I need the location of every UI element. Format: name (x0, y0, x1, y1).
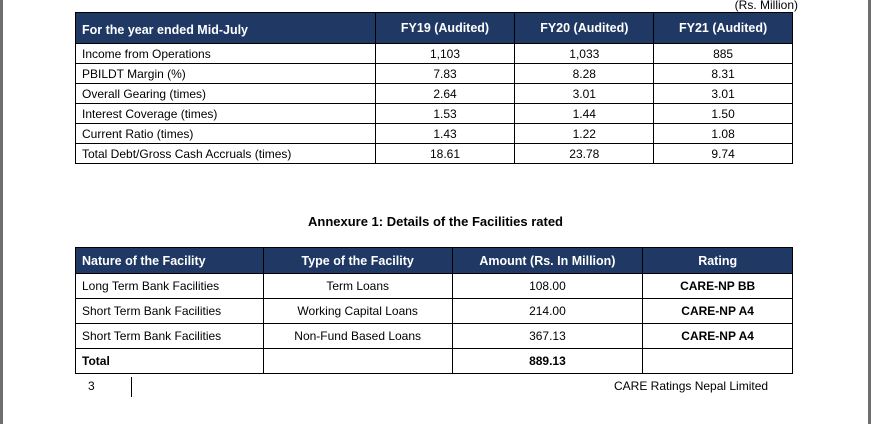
facilities-table: Nature of the Facility Type of the Facil… (75, 247, 793, 374)
cell-value: 9.74 (653, 143, 793, 164)
facility-rating: CARE-NP BB (642, 273, 793, 299)
table-header-row: For the year ended Mid-July FY19 (Audite… (75, 12, 793, 44)
total-label: Total (75, 348, 264, 374)
cell-value: 1.43 (374, 123, 516, 144)
facility-type: Non-Fund Based Loans (262, 323, 453, 349)
row-label: Interest Coverage (times) (75, 103, 376, 124)
financial-summary-table: For the year ended Mid-July FY19 (Audite… (75, 12, 793, 164)
facility-amount: 367.13 (451, 323, 644, 349)
cell-value: 8.31 (653, 63, 793, 84)
page-left-border (0, 0, 3, 424)
table-row: Short Term Bank Facilities Non-Fund Base… (75, 323, 793, 349)
facility-nature: Short Term Bank Facilities (75, 298, 264, 324)
row-label: Total Debt/Gross Cash Accruals (times) (75, 143, 376, 164)
unit-note: (Rs. Million) (734, 0, 798, 12)
table-row: Income from Operations 1,103 1,033 885 (75, 43, 793, 64)
total-amount: 889.13 (451, 348, 644, 374)
column-header: Nature of the Facility (75, 247, 264, 274)
total-rating (642, 348, 793, 374)
cell-value: 18.61 (374, 143, 516, 164)
facility-rating: CARE-NP A4 (642, 323, 793, 349)
table-row: Overall Gearing (times) 2.64 3.01 3.01 (75, 83, 793, 104)
table-row: PBILDT Margin (%) 7.83 8.28 8.31 (75, 63, 793, 84)
footer-company-name: CARE Ratings Nepal Limited (614, 379, 769, 393)
facility-type: Term Loans (262, 273, 453, 299)
column-header: FY19 (Audited) (374, 12, 516, 44)
cell-value: 2.64 (374, 83, 516, 104)
table-header-row: Nature of the Facility Type of the Facil… (75, 247, 793, 274)
table-row: Current Ratio (times) 1.43 1.22 1.08 (75, 123, 793, 144)
column-header: Amount (Rs. In Million) (451, 247, 644, 274)
table-row: Interest Coverage (times) 1.53 1.44 1.50 (75, 103, 793, 124)
cell-value: 3.01 (514, 83, 655, 104)
column-header: FY20 (Audited) (514, 12, 655, 44)
cell-value: 1.08 (653, 123, 793, 144)
column-header: For the year ended Mid-July (75, 12, 376, 44)
total-type (262, 348, 453, 374)
cell-value: 1.22 (514, 123, 655, 144)
cell-value: 1,103 (374, 43, 516, 64)
table-row: Short Term Bank Facilities Working Capit… (75, 298, 793, 324)
column-header: Type of the Facility (262, 247, 453, 274)
annexure-title: Annexure 1: Details of the Facilities ra… (307, 214, 564, 229)
facility-rating: CARE-NP A4 (642, 298, 793, 324)
table-row: Long Term Bank Facilities Term Loans 108… (75, 273, 793, 299)
row-label: Overall Gearing (times) (75, 83, 376, 104)
facility-amount: 214.00 (451, 298, 644, 324)
facility-nature: Short Term Bank Facilities (75, 323, 264, 349)
facility-type: Working Capital Loans (262, 298, 453, 324)
footer-separator (131, 377, 132, 397)
cell-value: 1.50 (653, 103, 793, 124)
cell-value: 885 (653, 43, 793, 64)
facility-nature: Long Term Bank Facilities (75, 273, 264, 299)
page-right-border (868, 0, 871, 424)
page-number: 3 (88, 379, 95, 393)
facility-amount: 108.00 (451, 273, 644, 299)
row-label: PBILDT Margin (%) (75, 63, 376, 84)
cell-value: 3.01 (653, 83, 793, 104)
column-header: FY21 (Audited) (653, 12, 793, 44)
cell-value: 1.44 (514, 103, 655, 124)
column-header: Rating (642, 247, 793, 274)
row-label: Income from Operations (75, 43, 376, 64)
cell-value: 8.28 (514, 63, 655, 84)
cell-value: 1.53 (374, 103, 516, 124)
total-row: Total 889.13 (75, 348, 793, 374)
row-label: Current Ratio (times) (75, 123, 376, 144)
cell-value: 7.83 (374, 63, 516, 84)
table-row: Total Debt/Gross Cash Accruals (times) 1… (75, 143, 793, 164)
cell-value: 1,033 (514, 43, 655, 64)
cell-value: 23.78 (514, 143, 655, 164)
